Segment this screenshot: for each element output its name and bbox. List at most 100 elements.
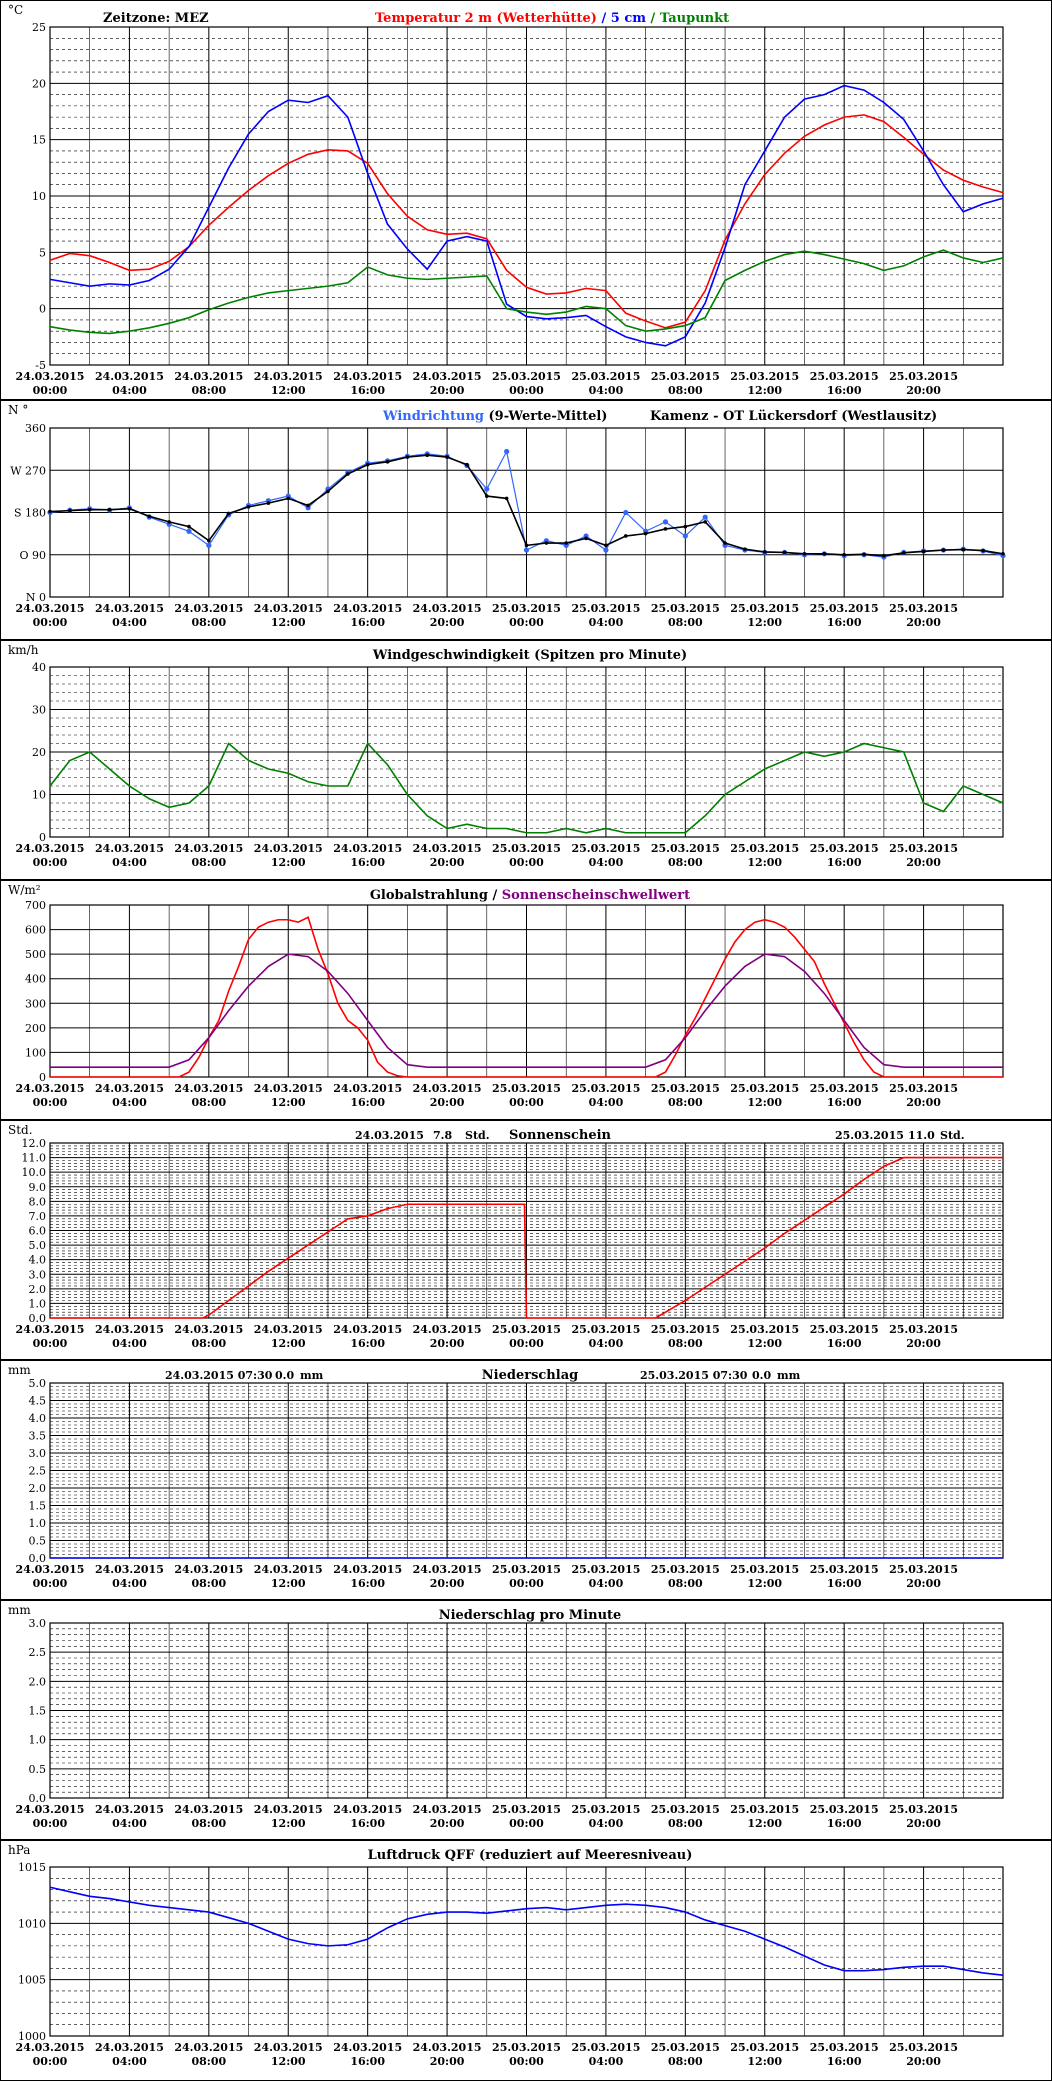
x-tick-date: 24.03.2015 [333, 1082, 402, 1095]
x-tick-date: 25.03.2015 [730, 602, 799, 615]
x-tick-date: 24.03.2015 [95, 1563, 164, 1576]
series-temperatur-2-m-wetterh-tte- [49, 114, 1004, 329]
x-tick-time: 16:00 [350, 1337, 385, 1350]
x-tick-time: 04:00 [112, 1817, 147, 1830]
x-tick-date: 24.03.2015 [254, 602, 323, 615]
x-tick-time: 20:00 [906, 2055, 941, 2068]
daily-total-annotation: mm [300, 1369, 324, 1382]
x-tick-date: 24.03.2015 [174, 2041, 243, 2054]
x-tick-time: 00:00 [509, 2055, 544, 2068]
y-tick-label: 0 [39, 303, 46, 316]
x-tick-time: 08:00 [668, 384, 703, 397]
x-tick-time: 00:00 [509, 1337, 544, 1350]
title-part: / [601, 11, 610, 26]
y-tick-label: 1.0 [29, 1297, 47, 1310]
series-9-werte-mittel [48, 453, 1005, 558]
title-part: 5 cm [611, 11, 651, 26]
x-tick-time: 16:00 [827, 616, 862, 629]
y-tick-label: 500 [25, 948, 46, 961]
y-tick-label: 0.5 [29, 1763, 47, 1776]
x-tick-date: 25.03.2015 [889, 2041, 958, 2054]
x-tick-time: 08:00 [668, 616, 703, 629]
x-tick-time: 16:00 [350, 384, 385, 397]
x-tick-time: 12:00 [747, 1337, 782, 1350]
x-tick-date: 24.03.2015 [174, 1563, 243, 1576]
x-tick-date: 25.03.2015 [810, 842, 879, 855]
x-tick-date: 24.03.2015 [333, 370, 402, 383]
x-tick-date: 25.03.2015 [492, 1082, 561, 1095]
x-tick-date: 25.03.2015 [571, 1563, 640, 1576]
timezone-label: Zeitzone: MEZ [103, 11, 209, 26]
x-tick-time: 04:00 [112, 1337, 147, 1350]
x-tick-date: 24.03.2015 [333, 1323, 402, 1336]
x-tick-date: 25.03.2015 [730, 2041, 799, 2054]
unit-label: mm [8, 1363, 31, 1377]
plot-area [49, 666, 1004, 838]
x-tick-date: 24.03.2015 [413, 1323, 482, 1336]
panel-title: Luftdruck QFF (reduziert auf Meeresnivea… [368, 1848, 693, 1863]
x-tick-date: 24.03.2015 [95, 842, 164, 855]
x-tick-time: 00:00 [33, 1817, 68, 1830]
series-line [49, 742, 1004, 834]
x-tick-date: 24.03.2015 [413, 1803, 482, 1816]
x-tick-date: 25.03.2015 [730, 370, 799, 383]
title-part: / [493, 888, 502, 903]
title-part: Windgeschwindigkeit (Spitzen pro Minute) [372, 648, 687, 663]
y-tick-label: 2.5 [29, 1646, 47, 1659]
x-tick-time: 12:00 [271, 856, 306, 869]
title-part: Windrichtung [382, 409, 489, 424]
x-tick-date: 25.03.2015 [571, 842, 640, 855]
x-tick-date: 24.03.2015 [254, 370, 323, 383]
x-tick-date: 24.03.2015 [333, 1563, 402, 1576]
x-tick-time: 20:00 [906, 1096, 941, 1109]
x-tick-time: 16:00 [350, 1817, 385, 1830]
x-tick-date: 24.03.2015 [254, 1803, 323, 1816]
x-tick-time: 20:00 [430, 1096, 465, 1109]
x-tick-time: 04:00 [589, 1337, 624, 1350]
y-tick-label: 11.0 [22, 1152, 47, 1165]
x-tick-date: 24.03.2015 [254, 1323, 323, 1336]
series-line [49, 84, 1004, 347]
x-tick-date: 25.03.2015 [571, 1082, 640, 1095]
y-tick-label: 10.0 [22, 1166, 47, 1179]
y-tick-label: -5 [35, 359, 46, 372]
y-tick-label: 2.0 [29, 1283, 47, 1296]
x-tick-date: 25.03.2015 [810, 1323, 879, 1336]
panel-title: Niederschlag [482, 1368, 578, 1383]
daily-total-annotation: 0.0 [752, 1369, 771, 1382]
x-tick-time: 16:00 [350, 2055, 385, 2068]
daily-total-annotation: Std. [940, 1129, 965, 1142]
x-tick-time: 08:00 [191, 856, 226, 869]
x-tick-date: 24.03.2015 [16, 1323, 85, 1336]
x-tick-date: 25.03.2015 [651, 1323, 720, 1336]
x-tick-time: 20:00 [430, 1337, 465, 1350]
title-part: (9-Werte-Mittel) [489, 409, 612, 424]
x-tick-time: 12:00 [747, 2055, 782, 2068]
x-tick-time: 16:00 [827, 1577, 862, 1590]
y-tick-label: N 0 [26, 591, 46, 604]
y-tick-label: 6.0 [29, 1225, 47, 1238]
y-tick-label: 4.0 [29, 1254, 47, 1267]
x-tick-date: 25.03.2015 [889, 1803, 958, 1816]
x-tick-date: 24.03.2015 [413, 1563, 482, 1576]
x-tick-date: 25.03.2015 [810, 1803, 879, 1816]
y-tick-label: 9.0 [29, 1181, 47, 1194]
x-tick-time: 00:00 [33, 2055, 68, 2068]
y-tick-label: 100 [25, 1046, 46, 1059]
x-tick-time: 12:00 [271, 384, 306, 397]
daily-total-annotation: 24.03.2015 07:30 [165, 1369, 273, 1382]
x-tick-time: 08:00 [191, 1577, 226, 1590]
x-tick-date: 24.03.2015 [413, 842, 482, 855]
title-part: Sonnenscheinschwellwert [502, 888, 690, 903]
x-tick-date: 24.03.2015 [174, 1803, 243, 1816]
daily-total-annotation: 25.03.2015 07:30 [640, 1369, 748, 1382]
x-tick-date: 25.03.2015 [571, 602, 640, 615]
x-tick-date: 25.03.2015 [571, 2041, 640, 2054]
y-tick-label: 1.5 [29, 1705, 47, 1718]
y-tick-label: O 90 [19, 549, 46, 562]
y-tick-label: 0.0 [29, 1552, 47, 1565]
x-tick-date: 24.03.2015 [333, 2041, 402, 2054]
x-tick-time: 08:00 [668, 2055, 703, 2068]
x-tick-date: 25.03.2015 [730, 1803, 799, 1816]
